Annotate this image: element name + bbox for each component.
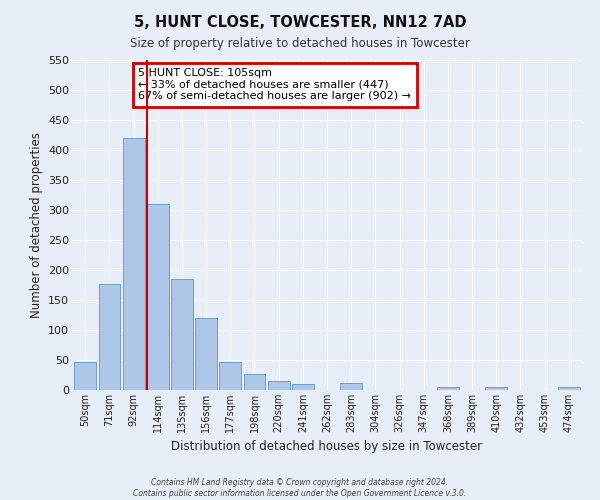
- Text: Contains HM Land Registry data © Crown copyright and database right 2024.
Contai: Contains HM Land Registry data © Crown c…: [133, 478, 467, 498]
- Bar: [292, 384, 314, 390]
- Bar: [220, 362, 241, 390]
- Bar: [195, 318, 217, 390]
- Text: 5, HUNT CLOSE, TOWCESTER, NN12 7AD: 5, HUNT CLOSE, TOWCESTER, NN12 7AD: [134, 15, 466, 30]
- Bar: [123, 138, 145, 390]
- Y-axis label: Number of detached properties: Number of detached properties: [29, 132, 43, 318]
- Bar: [558, 387, 580, 390]
- Bar: [437, 387, 459, 390]
- Bar: [485, 387, 507, 390]
- Text: 5 HUNT CLOSE: 105sqm
← 33% of detached houses are smaller (447)
67% of semi-deta: 5 HUNT CLOSE: 105sqm ← 33% of detached h…: [139, 68, 412, 102]
- X-axis label: Distribution of detached houses by size in Towcester: Distribution of detached houses by size …: [172, 440, 482, 454]
- Text: Size of property relative to detached houses in Towcester: Size of property relative to detached ho…: [130, 38, 470, 51]
- Bar: [147, 204, 169, 390]
- Bar: [340, 384, 362, 390]
- Bar: [171, 279, 193, 390]
- Bar: [98, 284, 121, 390]
- Bar: [74, 362, 96, 390]
- Bar: [244, 374, 265, 390]
- Bar: [268, 381, 290, 390]
